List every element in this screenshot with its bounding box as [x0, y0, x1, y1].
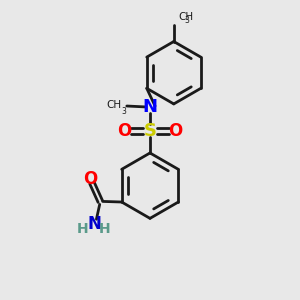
Text: 3: 3 [184, 16, 189, 25]
Text: O: O [118, 122, 132, 140]
Text: CH: CH [178, 12, 194, 22]
Text: O: O [168, 122, 182, 140]
Text: O: O [83, 169, 98, 188]
Text: CH: CH [106, 100, 122, 110]
Text: N: N [88, 215, 102, 233]
Text: S: S [143, 122, 157, 140]
Text: H: H [99, 222, 110, 236]
Text: 3: 3 [122, 107, 127, 116]
Text: N: N [142, 98, 158, 116]
Text: H: H [76, 222, 88, 236]
